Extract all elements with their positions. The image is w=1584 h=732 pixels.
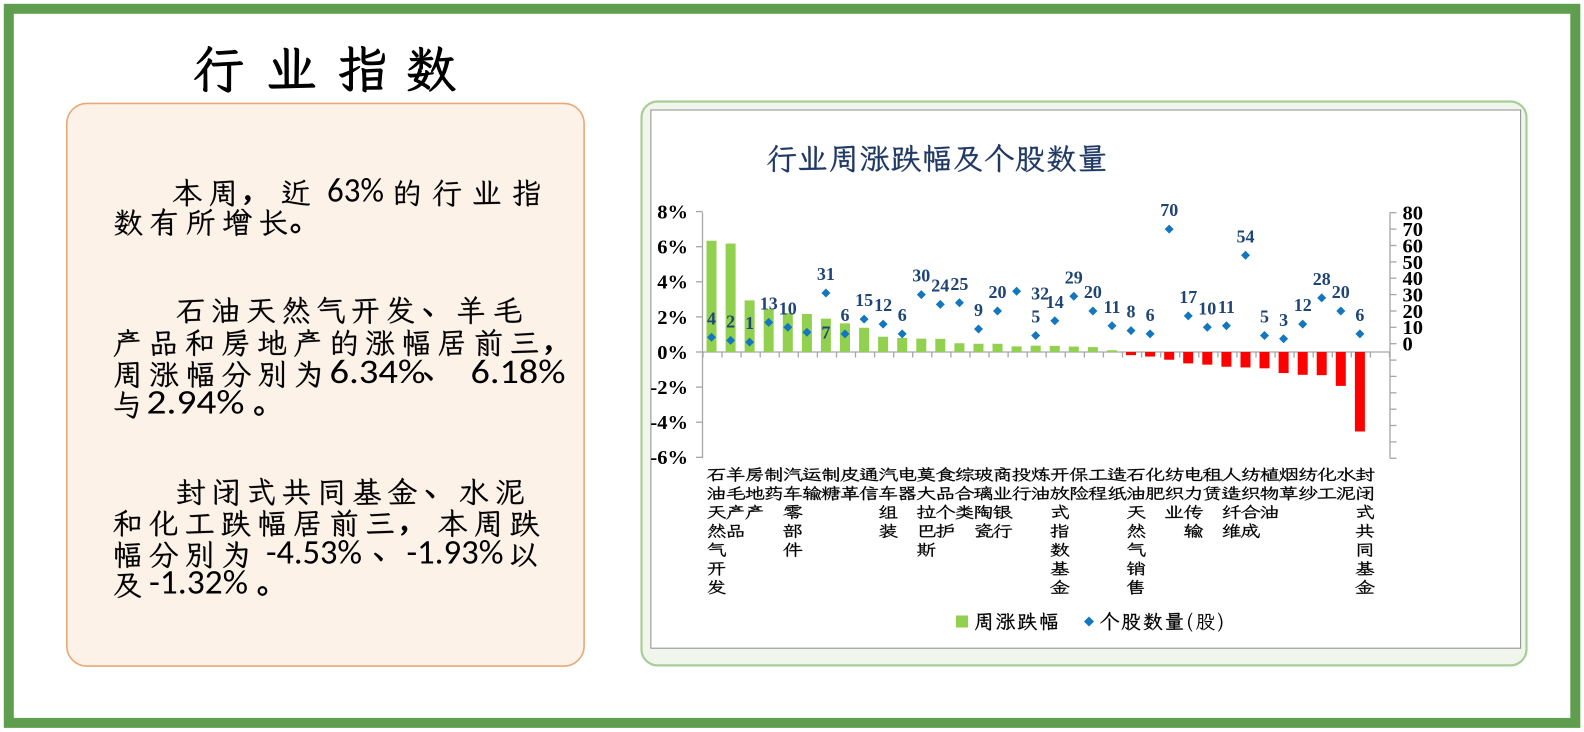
svg-text:10: 10	[1198, 298, 1216, 318]
svg-text:20: 20	[1403, 301, 1424, 323]
svg-text:6: 6	[841, 305, 850, 325]
svg-text:8%: 8%	[657, 202, 688, 224]
svg-text:31: 31	[817, 264, 835, 284]
svg-text:24: 24	[931, 276, 949, 296]
svg-text:14: 14	[1046, 292, 1064, 312]
svg-text:8: 8	[1127, 302, 1136, 322]
svg-text:25: 25	[950, 274, 968, 294]
svg-text:3: 3	[1279, 310, 1288, 330]
svg-text:20: 20	[989, 282, 1007, 302]
svg-text:50: 50	[1403, 252, 1424, 274]
svg-text:54: 54	[1237, 226, 1255, 246]
svg-text:29: 29	[1065, 267, 1083, 287]
svg-text:5: 5	[1031, 307, 1040, 327]
svg-text:0: 0	[1403, 334, 1413, 356]
svg-text:6%: 6%	[657, 237, 688, 259]
svg-text:2: 2	[726, 312, 735, 332]
svg-text:6: 6	[1146, 305, 1155, 325]
svg-text:5: 5	[1260, 307, 1269, 327]
svg-text:80: 80	[1403, 203, 1424, 225]
svg-text:2%: 2%	[657, 307, 688, 329]
svg-text:12: 12	[1294, 295, 1312, 315]
svg-text:28: 28	[1313, 269, 1331, 289]
svg-text:70: 70	[1160, 200, 1178, 220]
svg-text:-6%: -6%	[650, 447, 688, 469]
svg-text:20: 20	[1084, 282, 1102, 302]
svg-text:7: 7	[821, 322, 830, 342]
svg-text:30: 30	[912, 266, 930, 286]
svg-text:30: 30	[1403, 285, 1424, 307]
svg-text:-2%: -2%	[650, 377, 688, 399]
svg-text:12: 12	[874, 295, 892, 315]
svg-text:13: 13	[760, 294, 778, 314]
svg-text:4%: 4%	[657, 272, 688, 294]
svg-text:9: 9	[974, 300, 983, 320]
svg-text:32: 32	[1031, 283, 1049, 303]
svg-text:1: 1	[745, 313, 754, 333]
svg-text:20: 20	[1332, 282, 1350, 302]
svg-text:10: 10	[1403, 317, 1424, 339]
svg-text:40: 40	[1403, 268, 1424, 290]
svg-text:70: 70	[1403, 219, 1424, 241]
svg-text:-4%: -4%	[650, 412, 688, 434]
svg-text:60: 60	[1403, 235, 1424, 257]
svg-text:10: 10	[779, 298, 797, 318]
svg-text:15: 15	[855, 290, 873, 310]
svg-text:6: 6	[898, 305, 907, 325]
svg-text:6: 6	[1355, 305, 1364, 325]
svg-text:4: 4	[707, 308, 716, 328]
svg-text:11: 11	[1218, 297, 1235, 317]
svg-text:17: 17	[1179, 287, 1197, 307]
svg-text:11: 11	[1103, 297, 1120, 317]
svg-text:0%: 0%	[657, 342, 688, 364]
